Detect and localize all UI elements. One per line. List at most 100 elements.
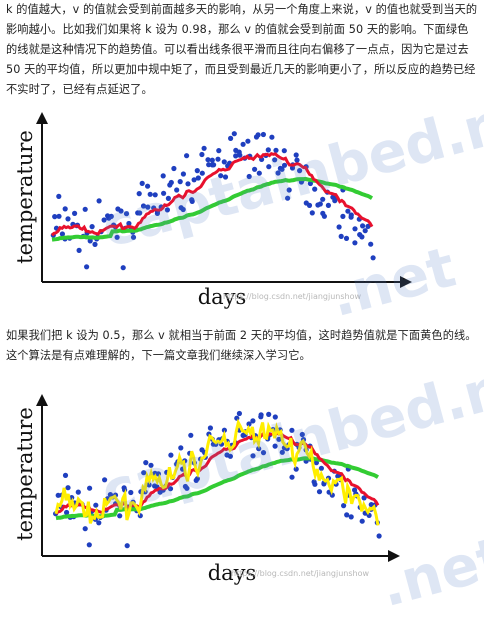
data-point — [250, 453, 256, 459]
data-point — [320, 196, 326, 202]
data-point — [317, 201, 323, 207]
data-point — [171, 165, 177, 172]
data-point — [281, 148, 287, 154]
x-axis-label: days — [198, 285, 247, 309]
data-point — [266, 411, 272, 417]
data-point — [76, 247, 82, 253]
data-point — [101, 217, 107, 223]
x-axis-arrow — [388, 550, 400, 562]
data-point — [64, 509, 70, 516]
data-point — [359, 234, 365, 240]
data-point — [209, 157, 215, 163]
data-point — [146, 482, 152, 488]
data-point — [361, 495, 367, 501]
data-point — [126, 220, 132, 227]
data-point — [141, 470, 147, 476]
data-point — [344, 512, 350, 518]
data-point — [201, 145, 207, 151]
data-point — [211, 162, 217, 168]
data-point — [62, 472, 69, 478]
data-point — [56, 193, 62, 199]
data-point — [297, 168, 303, 174]
data-point — [86, 542, 92, 548]
data-point — [255, 132, 261, 138]
data-point — [359, 518, 365, 524]
figure-2: temperature days https://blog.csdn.net/j… — [13, 394, 400, 585]
data-point — [237, 152, 243, 158]
data-point — [289, 427, 295, 433]
data-point — [258, 412, 264, 418]
data-point — [293, 152, 299, 158]
figure-1: temperature days https://blog.csdn.net/j… — [13, 112, 412, 309]
image-credit: https://blog.csdn.net/jiangjunshow — [223, 292, 362, 301]
image-credit: https://blog.csdn.net/jiangjunshow — [231, 569, 370, 578]
data-point — [93, 502, 99, 508]
data-point — [185, 181, 191, 187]
data-point — [180, 171, 186, 177]
data-point — [246, 173, 252, 180]
y-axis-label: temperature — [13, 130, 37, 264]
data-point — [222, 174, 229, 180]
data-point — [199, 170, 205, 176]
data-point — [75, 489, 81, 495]
data-point — [118, 208, 124, 214]
data-point — [139, 180, 145, 186]
data-point — [72, 210, 78, 216]
data-point — [55, 492, 61, 498]
data-point — [234, 415, 240, 421]
data-point — [152, 192, 158, 198]
data-point — [82, 526, 88, 532]
data-point — [56, 213, 62, 219]
data-point — [376, 533, 382, 539]
data-point — [245, 138, 251, 144]
data-point — [120, 265, 126, 271]
data-point — [206, 162, 212, 168]
data-point — [276, 436, 282, 442]
x-axis-label: days — [208, 561, 257, 585]
data-point — [194, 476, 200, 482]
data-point — [216, 148, 222, 154]
data-point — [279, 166, 285, 172]
data-point — [360, 223, 366, 229]
data-point — [178, 445, 184, 451]
data-point — [191, 177, 197, 183]
data-point — [246, 421, 252, 427]
data-point — [62, 206, 68, 212]
data-point — [188, 432, 194, 438]
data-point — [82, 206, 88, 212]
data-point — [250, 418, 256, 424]
data-point — [89, 224, 95, 230]
y-axis-label: temperature — [13, 407, 37, 541]
data-point — [312, 481, 318, 487]
data-point — [199, 151, 205, 158]
data-point — [145, 183, 151, 189]
data-point — [108, 213, 114, 219]
data-point — [269, 134, 275, 140]
data-point — [221, 427, 227, 433]
data-point — [180, 206, 186, 213]
data-point — [164, 207, 170, 213]
data-point — [279, 449, 285, 455]
data-point — [184, 485, 190, 491]
data-point — [260, 131, 266, 138]
data-point — [362, 228, 368, 234]
data-point — [227, 453, 233, 459]
data-point — [65, 485, 71, 491]
data-point — [167, 486, 174, 492]
data-point — [136, 191, 142, 197]
data-point — [272, 414, 278, 420]
data-point — [260, 450, 267, 456]
data-point — [316, 489, 323, 495]
paragraph-2: 如果我们把 k 设为 0.5，那么 v 就相当于前面 2 天的平均值，这时趋势值… — [6, 329, 477, 362]
data-point — [114, 234, 120, 240]
data-point — [87, 238, 93, 244]
data-point — [343, 235, 350, 241]
data-point — [309, 210, 315, 216]
data-point — [340, 213, 346, 219]
data-point — [160, 173, 166, 179]
data-point — [281, 162, 288, 168]
data-point — [318, 465, 324, 471]
data-point — [143, 460, 149, 466]
data-point — [370, 255, 376, 261]
data-point — [195, 175, 201, 181]
